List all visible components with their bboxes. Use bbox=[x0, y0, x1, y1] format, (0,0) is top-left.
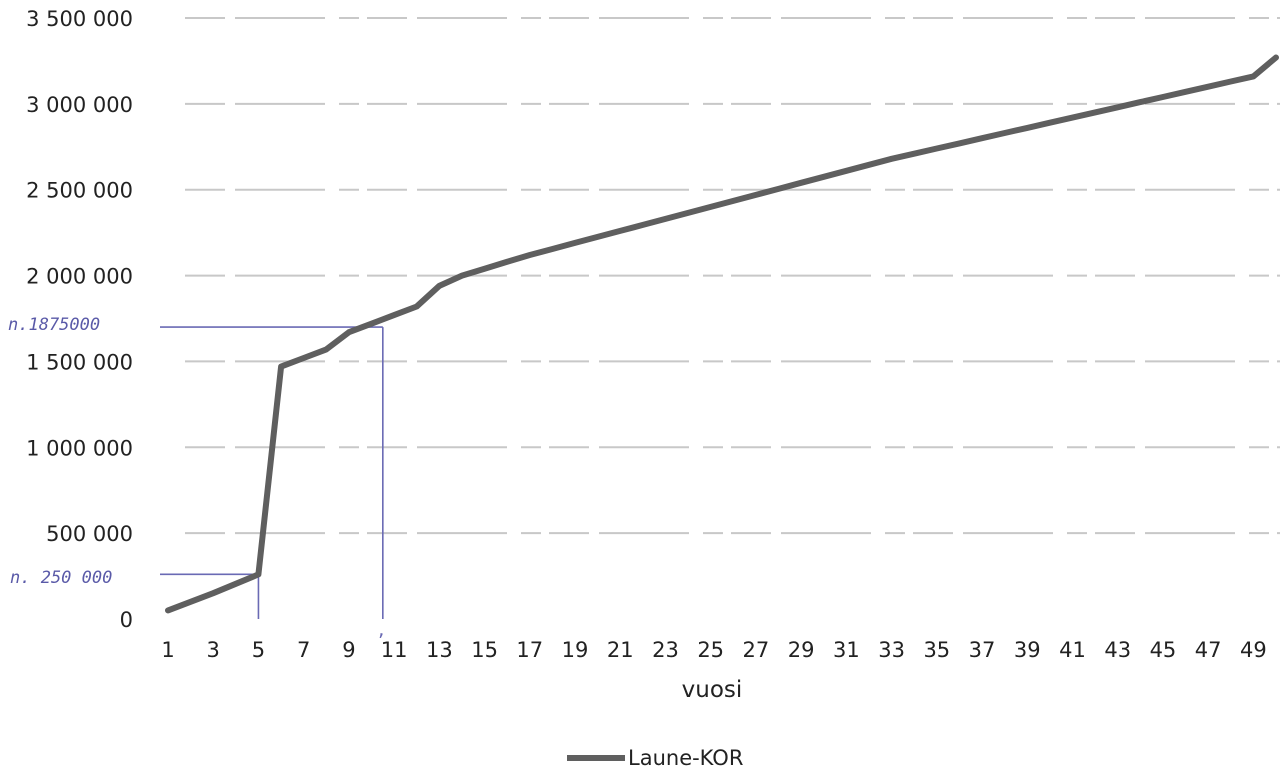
y-tick-label: 3 500 000 bbox=[26, 7, 133, 31]
y-axis-tick-labels: 0 500 000 1 000 000 1 500 000 2 000 000 2 500… bbox=[26, 7, 133, 632]
x-tick-label: 45 bbox=[1150, 638, 1177, 662]
y-tick-label: 1 500 000 bbox=[26, 350, 133, 374]
x-tick-label: 19 bbox=[562, 638, 589, 662]
x-tick-label: 9 bbox=[342, 638, 355, 662]
x-tick-label: 3 bbox=[207, 638, 220, 662]
x-tick-label: 35 bbox=[923, 638, 950, 662]
annotation-high: n.1875000 bbox=[8, 315, 100, 335]
x-tick-label: 25 bbox=[697, 638, 724, 662]
handwritten-guides: ʼ bbox=[160, 326, 384, 653]
x-tick-label: 17 bbox=[516, 638, 543, 662]
legend: Laune-KOR bbox=[567, 746, 743, 769]
y-tick-label: 2 000 000 bbox=[26, 265, 133, 289]
x-tick-label: 7 bbox=[297, 638, 310, 662]
series-layer bbox=[165, 54, 1279, 614]
x-tick-label: 5 bbox=[252, 638, 265, 662]
x-tick-label: 27 bbox=[743, 638, 770, 662]
x-tick-label: 1 bbox=[161, 638, 174, 662]
x-tick-label: 31 bbox=[833, 638, 860, 662]
x-axis-tick-labels: 1 3 5 7 9 11 13 15 17 19 21 23 25 27 29 31 33 35 37 39 41 43 4… bbox=[161, 638, 1266, 662]
x-tick-label: 39 bbox=[1014, 638, 1041, 662]
x-tick-label: 41 bbox=[1059, 638, 1086, 662]
x-tick-label: 13 bbox=[426, 638, 453, 662]
x-tick-label: 29 bbox=[788, 638, 815, 662]
y-tick-label: 2 500 000 bbox=[26, 179, 133, 203]
x-tick-label: 43 bbox=[1104, 638, 1131, 662]
x-tick-label: 49 bbox=[1240, 638, 1267, 662]
gridlines bbox=[185, 17, 1280, 535]
y-tick-label: 500 000 bbox=[46, 522, 133, 546]
y-tick-label: 0 bbox=[120, 608, 133, 632]
x-tick-label: 37 bbox=[969, 638, 996, 662]
x-tick-label: 11 bbox=[381, 638, 408, 662]
x-tick-label: 47 bbox=[1195, 638, 1222, 662]
x-tick-label: 21 bbox=[607, 638, 634, 662]
x-tick-label: 15 bbox=[471, 638, 498, 662]
x-axis-label: vuosi bbox=[682, 677, 743, 703]
annotation-low: n. 250 000 bbox=[10, 568, 112, 588]
y-tick-label: 1 000 000 bbox=[26, 436, 133, 460]
series-line-laune-kor bbox=[165, 54, 1279, 614]
pen-mark: ʼ bbox=[378, 629, 384, 653]
legend-label: Laune-KOR bbox=[628, 746, 743, 769]
x-tick-label: 23 bbox=[652, 638, 679, 662]
x-tick-label: 33 bbox=[878, 638, 905, 662]
y-tick-label: 3 000 000 bbox=[26, 93, 133, 117]
